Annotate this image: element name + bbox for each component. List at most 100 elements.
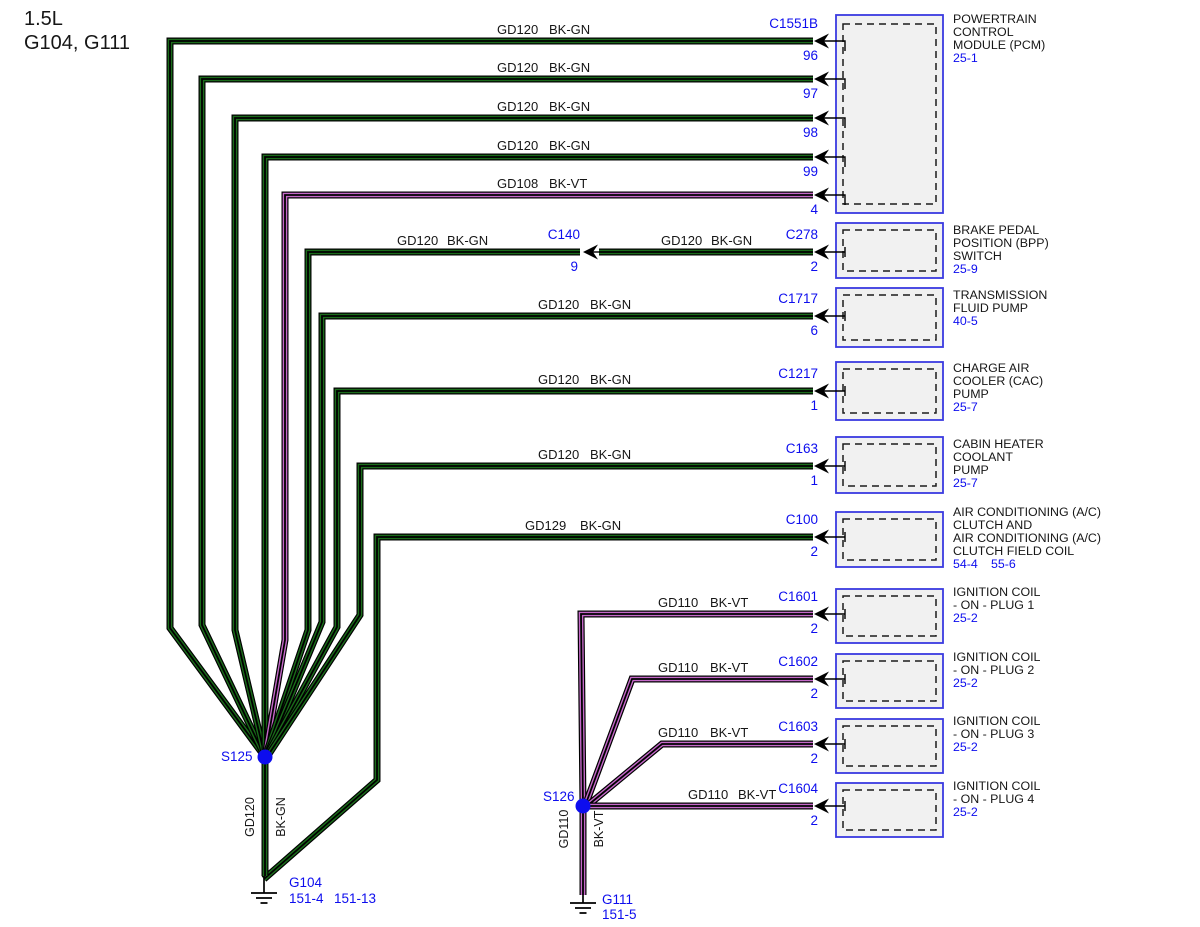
connector-label-c1717: C1717 <box>778 291 818 306</box>
ignition-coil-1-box <box>835 588 944 644</box>
component-name-line: COOLER (CAC) <box>953 374 1044 388</box>
connector-label-c1604: C1604 <box>778 781 818 796</box>
page-ref: 25-2 <box>953 611 978 625</box>
page-ref: 25-7 <box>953 476 978 490</box>
ground-label-g111: G111 <box>602 892 634 907</box>
splice-label-s125: S125 <box>221 749 253 764</box>
connector-label-c1551b: C1551B <box>769 16 818 31</box>
component-name-line: FLUID PUMP <box>953 301 1029 315</box>
component-name-line: PUMP <box>953 387 989 401</box>
page-ref: 25-9 <box>953 262 978 276</box>
connector-label-c163: C163 <box>785 441 818 456</box>
connector-label-c100: C100 <box>785 512 818 527</box>
title-grounds: G104, G111 <box>24 32 130 54</box>
wire-circuit-label: GD120 <box>538 447 580 462</box>
pin-label: 99 <box>802 164 818 179</box>
connector-label-c1601: C1601 <box>778 589 818 604</box>
wire-color-label: BK-GN <box>549 138 591 153</box>
pcm-box <box>835 14 944 214</box>
wire-color-label: BK-GN <box>590 447 632 462</box>
component-name-line: - ON - PLUG 4 <box>953 792 1035 806</box>
wire-circuit-label: GD120 <box>497 99 539 114</box>
ground-ref: 151-5 <box>602 907 637 922</box>
component-name-line: TRANSMISSION <box>953 288 1048 302</box>
wire-circuit-label-vertical: GD110 <box>557 809 571 849</box>
page-ref: 25-2 <box>953 676 978 690</box>
component-name-line: COOLANT <box>953 450 1013 464</box>
splice-s125-dot <box>257 749 273 765</box>
page-ref: 40-5 <box>953 314 978 328</box>
wire-gd120-cac <box>266 391 813 757</box>
pin-label: 2 <box>810 544 818 559</box>
connector-label-c1217: C1217 <box>778 366 818 381</box>
component-name-line: IGNITION COIL <box>953 650 1041 664</box>
wire-circuit-label-vertical: GD120 <box>243 797 257 837</box>
connector-label-c140: C140 <box>547 227 580 242</box>
pin-label: 2 <box>810 751 818 766</box>
pin-label: 2 <box>810 813 818 828</box>
wire-color-label: BK-VT <box>710 595 749 610</box>
page-ref: 55-6 <box>991 557 1016 571</box>
wire-circuit-label: GD110 <box>658 660 699 675</box>
pin-label: 96 <box>802 48 818 63</box>
ground-ref: 151-13 <box>334 891 377 906</box>
page-ref: 25-2 <box>953 740 978 754</box>
wire-color-label: BK-GN <box>711 233 753 248</box>
ground-g111-symbol <box>570 895 596 914</box>
wire-color-label-vertical: BK-VT <box>592 810 606 848</box>
wire-gd129-ac-clutch <box>264 537 813 879</box>
wire-circuit-label: GD129 <box>525 518 567 533</box>
cac-pump-box <box>835 361 944 421</box>
wire-circuit-label: GD110 <box>688 787 729 802</box>
wire-color-label: BK-GN <box>447 233 489 248</box>
ground-g104-symbol <box>251 876 277 904</box>
component-name-line: POWERTRAIN <box>953 12 1037 26</box>
ignition-coil-3-box <box>835 718 944 774</box>
page-ref: 25-2 <box>953 805 978 819</box>
component-name-line: - ON - PLUG 2 <box>953 663 1035 677</box>
wire-color-label: BK-GN <box>549 60 591 75</box>
pin-label: 2 <box>810 259 818 274</box>
ignition-coil-4-box <box>835 782 944 838</box>
splice-label-s126: S126 <box>543 789 575 804</box>
connector-arrows <box>583 33 846 814</box>
pin-label: 2 <box>810 686 818 701</box>
pin-label: 1 <box>810 473 818 488</box>
title-engine: 1.5L <box>24 8 63 30</box>
bpp-switch-box <box>835 222 944 279</box>
pin-label: 6 <box>810 323 818 338</box>
pin-label: 4 <box>810 202 818 217</box>
wire-color-label: BK-GN <box>580 518 622 533</box>
wire-gd120-bpp-left <box>265 252 580 757</box>
component-name-line: POSITION (BPP) <box>953 236 1049 250</box>
component-name-line: IGNITION COIL <box>953 714 1041 728</box>
wire-color-label: BK-GN <box>590 297 632 312</box>
page-ref: 25-1 <box>953 51 978 65</box>
component-name-line: CLUTCH AND <box>953 518 1033 532</box>
wire-circuit-label: GD120 <box>397 233 439 248</box>
pin-label: 1 <box>810 398 818 413</box>
ground-label-g104: G104 <box>289 875 323 890</box>
wire-circuit-label: GD110 <box>658 725 699 740</box>
pin-label: 2 <box>810 621 818 636</box>
wire-circuit-label: GD120 <box>538 297 580 312</box>
cabin-heater-pump-box <box>835 436 944 494</box>
connector-label-c1603: C1603 <box>778 719 818 734</box>
connector-label-c1602: C1602 <box>778 654 818 669</box>
component-name-line: CHARGE AIR <box>953 361 1030 375</box>
wire-gd110-coil1 <box>581 614 813 806</box>
component-name-line: - ON - PLUG 3 <box>953 727 1035 741</box>
ac-clutch-box <box>835 511 944 568</box>
component-name-line: SWITCH <box>953 249 1002 263</box>
wire-color-label: BK-GN <box>590 372 632 387</box>
wire-color-label: BK-VT <box>710 660 749 675</box>
component-name-line: IGNITION COIL <box>953 585 1041 599</box>
component-name-line: - ON - PLUG 1 <box>953 598 1035 612</box>
wire-circuit-label: GD110 <box>658 595 699 610</box>
component-name-line: CONTROL <box>953 25 1014 39</box>
wire-circuit-label: GD120 <box>538 372 580 387</box>
component-name-line: PUMP <box>953 463 989 477</box>
wire-circuit-label: GD120 <box>661 233 703 248</box>
